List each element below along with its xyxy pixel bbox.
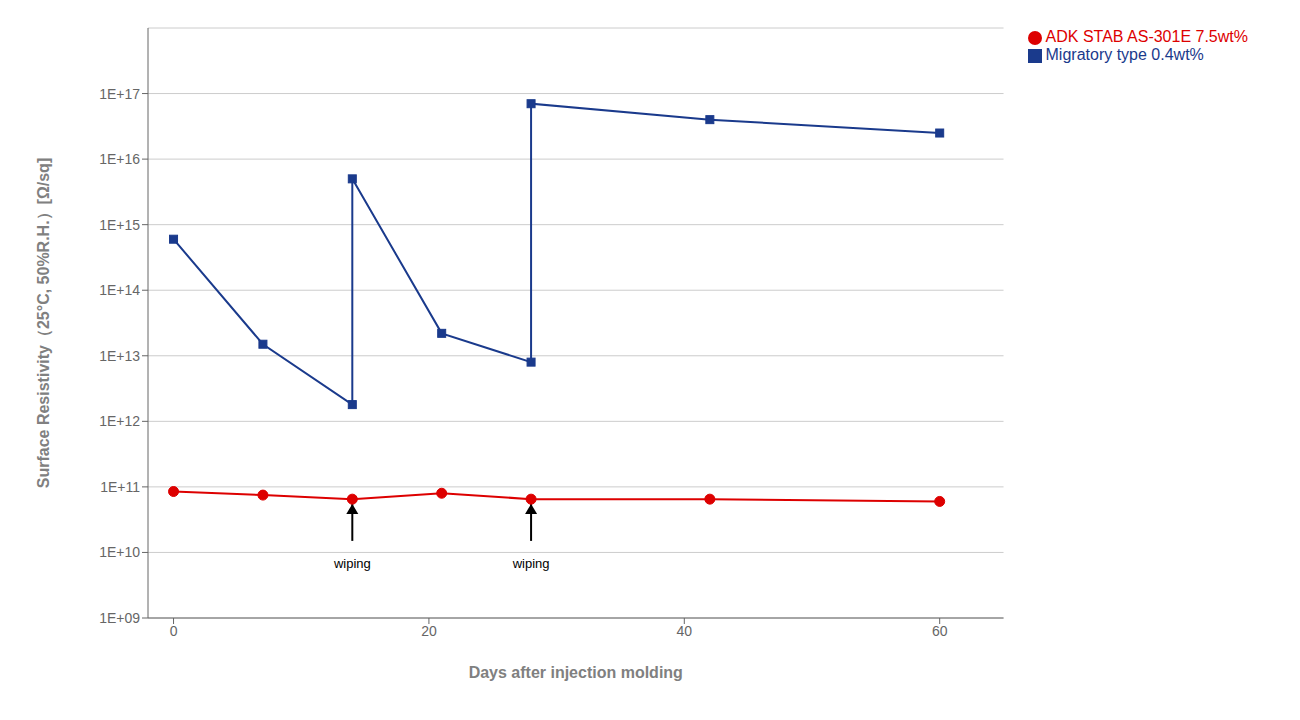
svg-text:1E+16: 1E+16 — [99, 151, 140, 167]
svg-text:0: 0 — [170, 623, 178, 639]
svg-text:Days after injection molding: Days after injection molding — [469, 664, 683, 681]
html-text:ADK STAB AS-301E 7.5wt%: ADK STAB AS-301E 7.5wt% — [1045, 28, 1248, 45]
svg-text:wiping: wiping — [512, 556, 550, 571]
svg-text:1E+12: 1E+12 — [99, 413, 140, 429]
svg-text:wiping: wiping — [333, 556, 371, 571]
svg-text:1E+17: 1E+17 — [99, 86, 140, 102]
svg-text:1E+14: 1E+14 — [99, 282, 140, 298]
svg-text:20: 20 — [421, 623, 437, 639]
svg-text:1E+11: 1E+11 — [100, 479, 140, 495]
svg-text:1E+15: 1E+15 — [99, 217, 140, 233]
svg-text:1E+10: 1E+10 — [99, 544, 140, 560]
svg-text:Surface Resistivity（25°C, 50%R: Surface Resistivity（25°C, 50%R.H.）[Ω/sq] — [35, 158, 53, 488]
svg-text:40: 40 — [677, 623, 693, 639]
html-text:Migratory type 0.4wt%: Migratory type 0.4wt% — [1045, 46, 1204, 63]
svg-text:1E+09: 1E+09 — [99, 610, 140, 626]
svg-text:1E+13: 1E+13 — [99, 348, 140, 364]
svg-text:60: 60 — [932, 623, 948, 639]
